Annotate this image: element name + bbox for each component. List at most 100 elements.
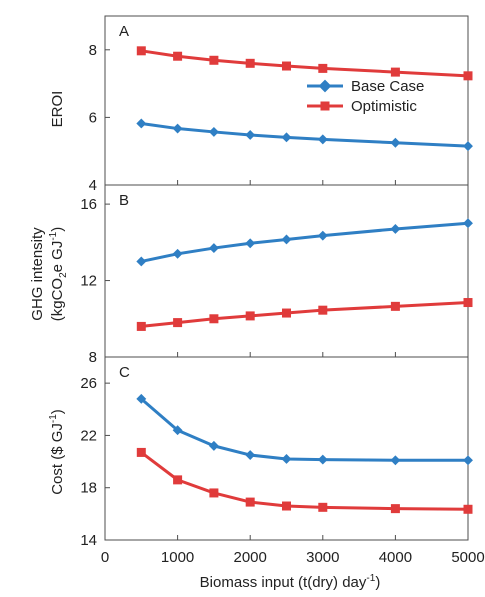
panel-b-optimistic-point [173,318,183,328]
panel-a-optimistic-point [390,67,400,77]
panel-c-optimistic-point [390,504,400,514]
panel-b-ylabel-sub: 2 [58,272,69,278]
legend-base-marker [318,79,332,93]
panel-b-ytick-label: 16 [80,196,97,213]
panel-b-frame [104,184,469,358]
panel-a-ytick-label: 6 [89,109,97,126]
panel-b-optimistic-point [209,314,219,324]
panel-b-base-point [245,238,256,249]
panel-c-optimistic-point [282,501,291,511]
panel-a-base-point [390,137,401,148]
panel-b-base-point [172,248,183,259]
panel-a-optimistic-line [141,49,469,78]
panel-a-optimistic-point [136,46,146,56]
x-axis-label-end: ) [375,574,380,591]
panel-c-base-point [390,455,401,466]
panel-a-optimistic-point [318,63,328,73]
panel-c-ylabel-part1: Cost ($ GJ [49,423,66,495]
panel-b-optimistic-point [136,321,146,331]
panel-c: C 14 18 22 26 [80,356,473,549]
panel-b-base-line [140,221,469,263]
panel-b-letter: B [119,192,129,209]
panel-b-ytick-label: 12 [80,273,97,290]
panel-b-ylabel-line1: GHG intensity [29,227,46,321]
panel-b-ylabel-sup: -1 [48,231,59,240]
panel-c-optimistic-point [209,488,219,498]
panel-c-optimistic-point [173,475,183,485]
panel-b-ylabel-part1: (kgCO [49,278,66,321]
panel-b-base-point [136,256,147,267]
panel-a: A 4 6 8 [89,15,473,194]
panels-layer: A 4 6 8 B 8 12 16 C 14 18 22 26 0 1000 2000 3000 4000 5000 [80,15,485,566]
panel-a-base-line [141,121,469,148]
panel-b-ylabel-part3: e GJ [49,241,66,273]
panel-b-base-point [463,218,473,229]
panel-c-optimistic-point [245,497,255,507]
panel-c-ylabel: Cost ($ GJ-1) [48,409,66,495]
panel-b-optimistic-point [245,311,255,321]
panel-c-base-line [140,397,468,462]
legend-base-label: Base Case [351,78,424,95]
panel-b-ylabel-line2: (kgCO2e GJ-1) [48,227,69,322]
panel-c-ytick-label: 14 [80,532,97,549]
panel-b-optimistic-point [282,308,291,318]
panel-c-letter: C [119,364,130,381]
panel-a-ytick-label: 8 [89,42,97,59]
panel-c-optimistic-point [136,447,146,457]
panel-c-frame [104,356,469,541]
x-axis-label-sup: -1 [366,573,375,584]
panel-a-base-point [245,130,256,140]
panel-b-base-point [390,224,401,234]
panel-a-base-point [281,132,292,143]
panel-c-base-point [245,450,256,460]
panel-c-optimistic-line [140,451,469,511]
panel-c-ytick-label: 26 [80,375,97,392]
x-tick-label: 0 [101,549,109,566]
x-axis-label-main: Biomass input (t(dry) day [200,574,367,591]
panel-b-base-point [208,243,219,254]
x-tick-label: 5000 [451,549,484,566]
legend-optimistic-marker [320,101,330,111]
panel-a-base-point [208,126,219,137]
panel-a-ylabel: EROI [49,91,66,128]
x-tick-label: 3000 [306,549,339,566]
legend-optimistic-label: Optimistic [351,98,417,115]
panel-b-optimistic-point [390,301,400,311]
panel-c-base-point [317,454,328,465]
panel-b-optimistic-point [318,305,328,315]
panel-c-base-point [281,454,292,464]
x-tick-label: 2000 [234,549,267,566]
panel-c-ytick-label: 18 [80,480,97,497]
panel-a-base-point [317,134,328,145]
panel-c-optimistic-point [463,504,473,514]
panel-a-optimistic-point [282,61,291,71]
panel-b-ylabel-part5: ) [49,227,66,232]
panel-b: B 8 12 16 [80,184,473,366]
panel-c-ylabel-sup: -1 [48,414,59,423]
panel-a-optimistic-point [173,51,183,61]
panel-c-base-point [463,455,473,466]
panel-c-optimistic-point [318,502,328,512]
panel-a-letter: A [119,23,129,40]
panel-b-base-point [281,234,292,245]
panel-a-optimistic-point [209,55,219,65]
x-tick-label: 1000 [161,549,194,566]
x-axis-label: Biomass input (t(dry) day-1) [200,573,381,591]
panel-b-ytick-label: 8 [89,349,97,366]
panel-a-ytick-label: 4 [89,177,97,194]
panel-c-ytick-label: 22 [80,427,97,444]
panel-a-optimistic-point [245,58,255,68]
panel-a-base-point [172,123,183,134]
panel-b-optimistic-point [463,298,473,308]
panel-b-base-point [317,230,328,241]
panel-b-optimistic-line [141,301,469,328]
panel-c-base-point [172,425,183,436]
panel-a-base-point [136,118,147,129]
panel-a-base-point [463,141,473,152]
panel-c-base-point [136,393,147,404]
panel-c-ylabel-part3: ) [49,409,66,414]
x-tick-label: 4000 [379,549,412,566]
legend: Base Case Optimistic [307,78,424,115]
panel-c-base-point [208,440,219,451]
